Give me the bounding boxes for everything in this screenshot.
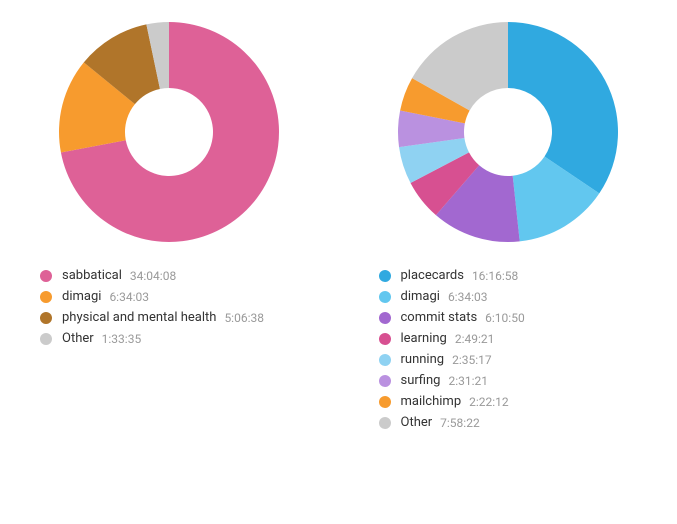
donut-chart: [57, 20, 281, 244]
legend-value: 2:22:12: [469, 395, 509, 409]
legend-label: mailchimp: [401, 394, 462, 409]
legend-swatch: [379, 312, 391, 324]
legend-swatch: [40, 291, 52, 303]
legend-swatch: [379, 333, 391, 345]
legend-item: dimagi 6:34:03: [40, 289, 264, 304]
legend-value: 2:49:21: [455, 332, 495, 346]
legend-value: 6:10:50: [485, 311, 525, 325]
legend-label: commit stats: [401, 310, 478, 325]
legend-label: placecards: [401, 268, 464, 283]
legend-swatch: [379, 417, 391, 429]
legend-value: 6:34:03: [109, 290, 149, 304]
legend: sabbatical 34:04:08 dimagi 6:34:03 physical …: [20, 268, 264, 352]
legend-item: running 2:35:17: [379, 352, 525, 367]
legend-swatch: [40, 270, 52, 282]
legend-item: physical and mental health 5:06:38: [40, 310, 264, 325]
legend-item: sabbatical 34:04:08: [40, 268, 264, 283]
legend-swatch: [379, 396, 391, 408]
legend-label: dimagi: [401, 289, 440, 304]
legend-swatch: [379, 354, 391, 366]
legend-item: placecards 16:16:58: [379, 268, 525, 283]
chart-panel: sabbatical 34:04:08 dimagi 6:34:03 physical …: [20, 20, 319, 436]
legend-value: 1:33:35: [102, 332, 142, 346]
legend-label: physical and mental health: [62, 310, 216, 325]
legend-label: Other: [401, 415, 433, 430]
legend-label: surfing: [401, 373, 441, 388]
chart-panel: placecards 16:16:58 dimagi 6:34:03 commit st…: [359, 20, 658, 436]
legend-label: learning: [401, 331, 447, 346]
legend-value: 16:16:58: [472, 269, 518, 283]
legend-value: 6:34:03: [448, 290, 488, 304]
legend-value: 2:31:21: [448, 374, 488, 388]
legend-label: dimagi: [62, 289, 101, 304]
legend-value: 7:58:22: [440, 416, 480, 430]
donut-chart: [396, 20, 620, 244]
donut-wrap: [396, 20, 620, 248]
legend: placecards 16:16:58 dimagi 6:34:03 commit st…: [359, 268, 525, 436]
legend-swatch: [379, 291, 391, 303]
legend-value: 2:35:17: [452, 353, 492, 367]
legend-item: Other 1:33:35: [40, 331, 264, 346]
donut-slice: [508, 22, 618, 193]
legend-swatch: [379, 270, 391, 282]
legend-value: 5:06:38: [224, 311, 264, 325]
legend-swatch: [40, 312, 52, 324]
legend-item: commit stats 6:10:50: [379, 310, 525, 325]
legend-item: learning 2:49:21: [379, 331, 525, 346]
donut-wrap: [57, 20, 281, 248]
legend-label: sabbatical: [62, 268, 122, 283]
legend-swatch: [379, 375, 391, 387]
legend-swatch: [40, 333, 52, 345]
legend-item: surfing 2:31:21: [379, 373, 525, 388]
legend-item: dimagi 6:34:03: [379, 289, 525, 304]
legend-item: mailchimp 2:22:12: [379, 394, 525, 409]
legend-label: Other: [62, 331, 94, 346]
legend-label: running: [401, 352, 445, 367]
charts-row: sabbatical 34:04:08 dimagi 6:34:03 physical …: [20, 20, 657, 436]
legend-item: Other 7:58:22: [379, 415, 525, 430]
legend-value: 34:04:08: [130, 269, 176, 283]
